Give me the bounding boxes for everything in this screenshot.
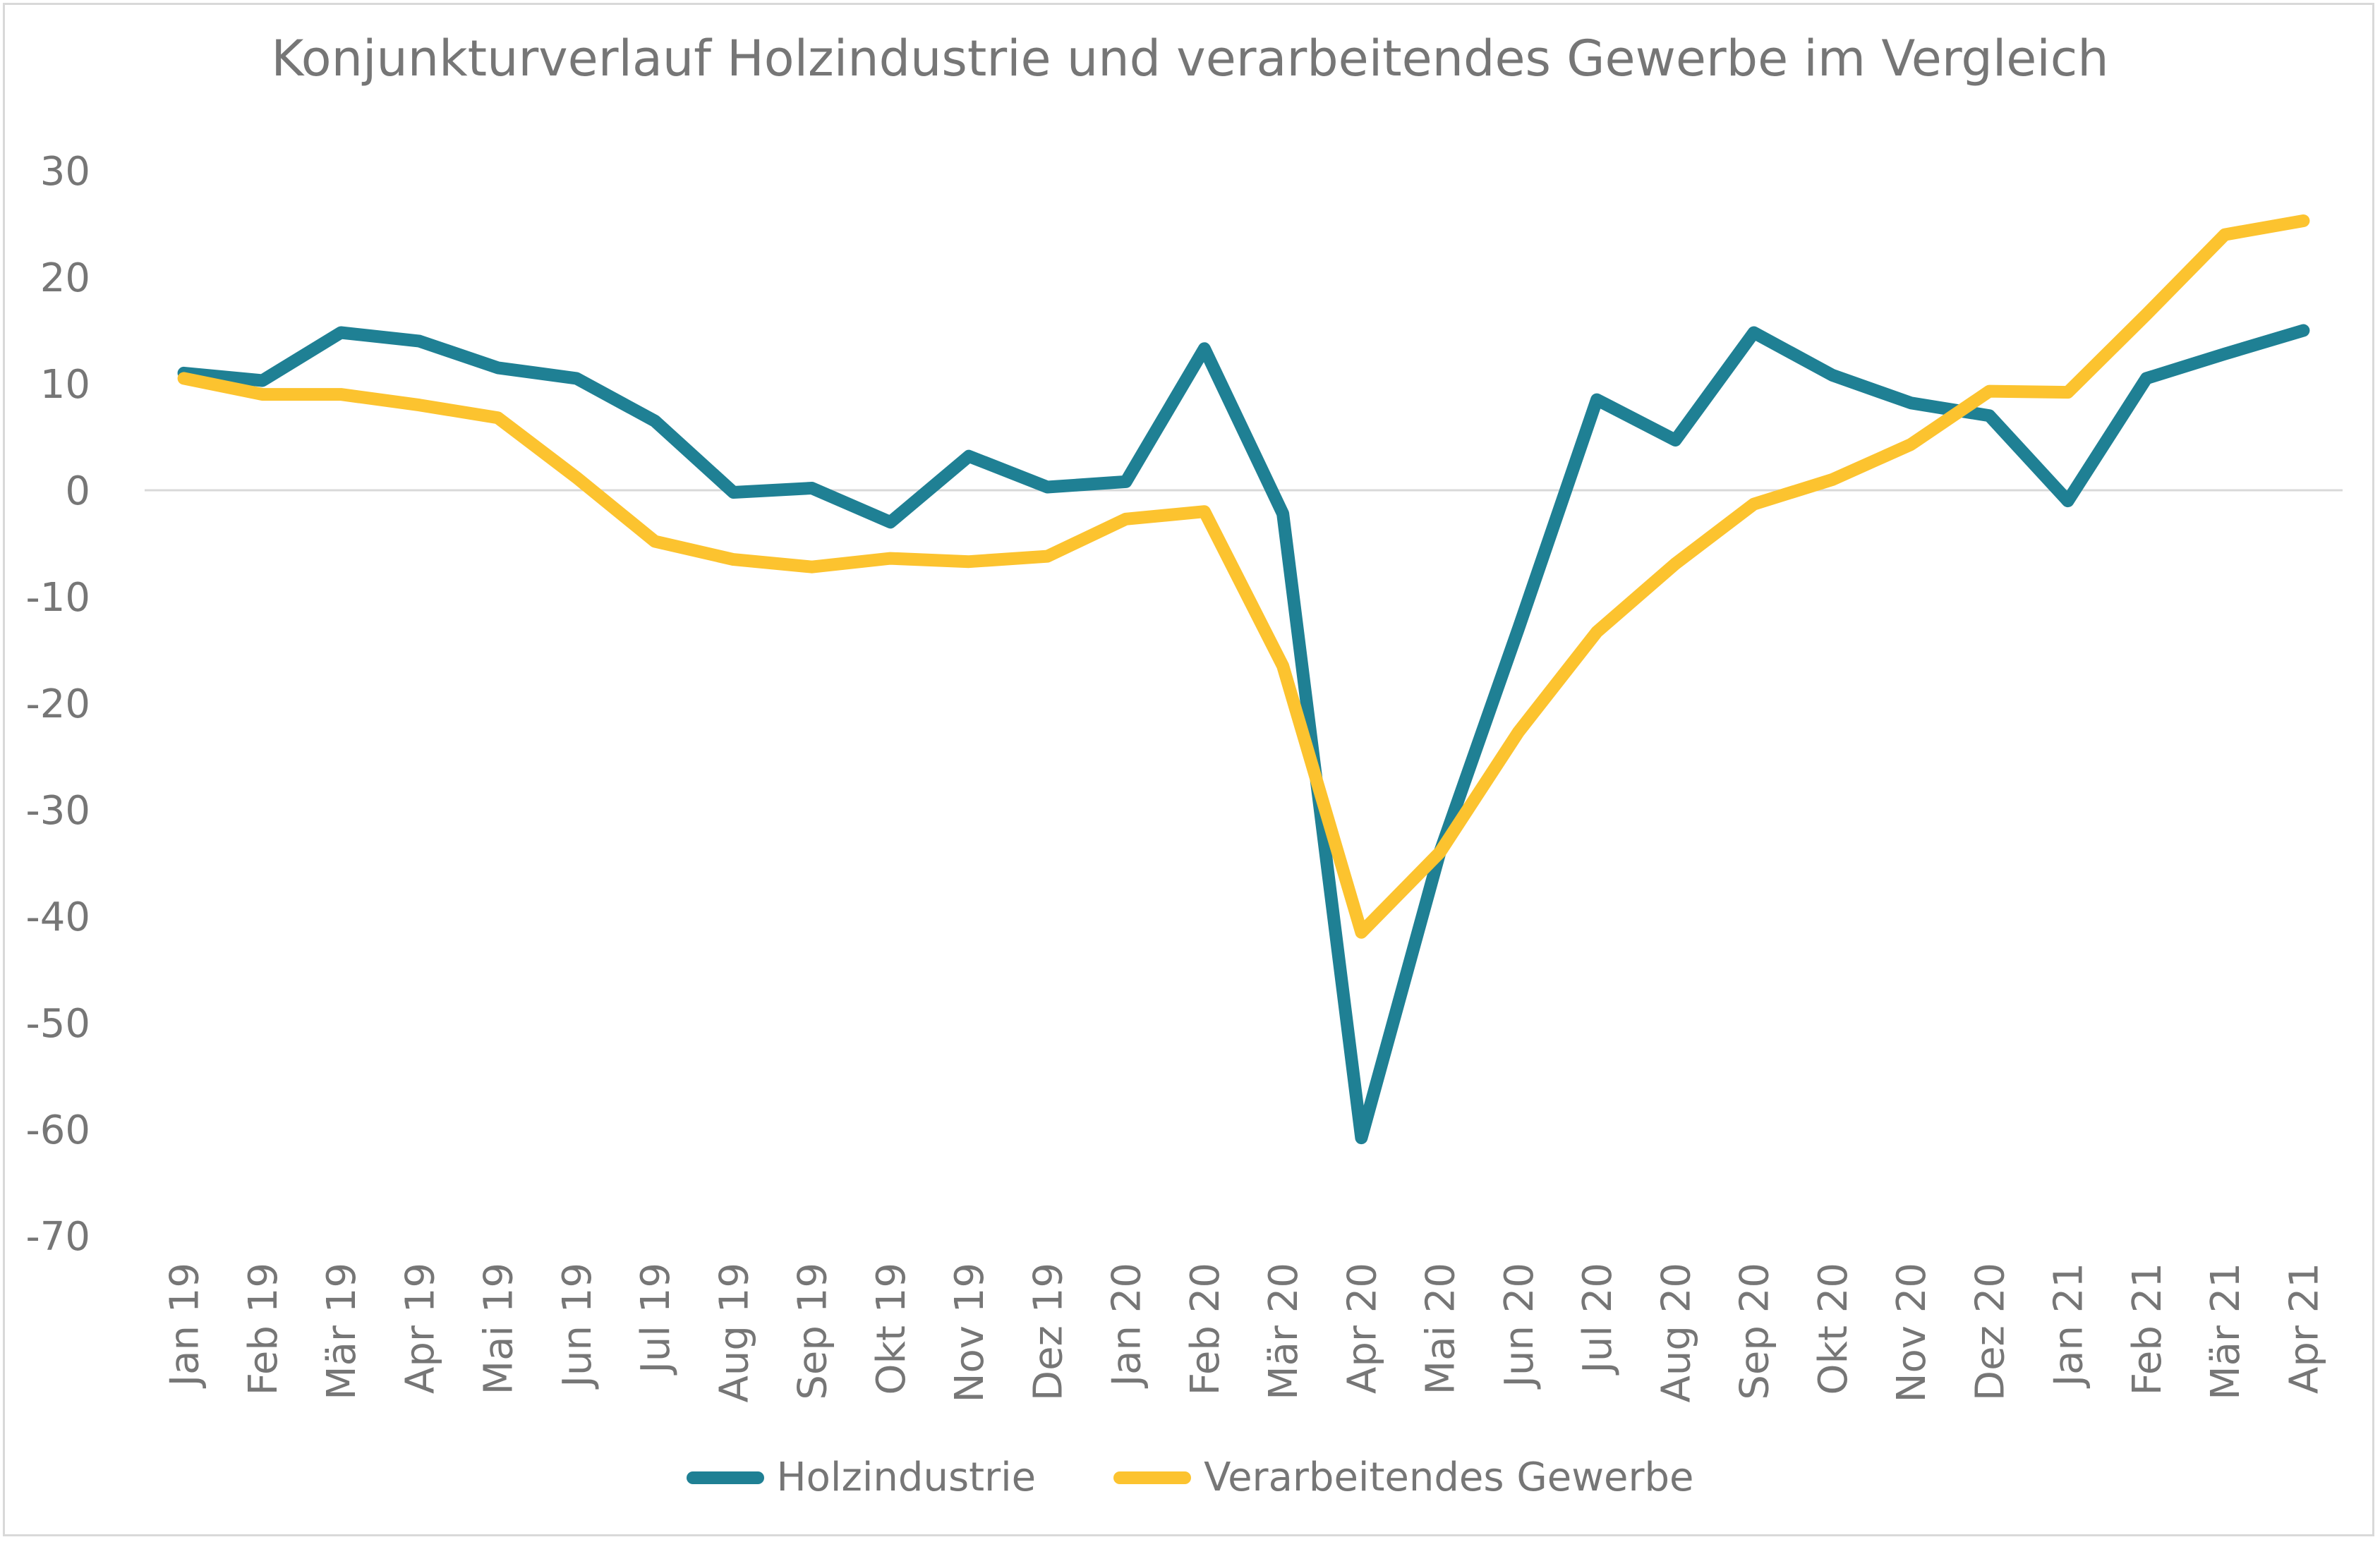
y-tick-label: 0 (65, 468, 90, 514)
y-tick-label: -10 (26, 575, 90, 621)
x-tick-label: Feb 20 (1183, 1263, 1228, 1395)
x-tick-label: Mär 21 (2203, 1263, 2249, 1400)
x-tick-label: Mär 20 (1261, 1263, 1307, 1400)
y-tick-label: 20 (40, 255, 90, 301)
x-tick-label: Feb 21 (2125, 1263, 2170, 1395)
y-tick-label: -60 (26, 1107, 90, 1153)
legend-item-holzindustrie[interactable]: Holzindustrie (686, 1455, 1037, 1500)
x-tick-label: Nov 20 (1889, 1263, 1935, 1402)
legend-label-verarbeitendes-gewerbe: Verarbeitendes Gewerbe (1204, 1455, 1694, 1500)
x-tick-label: Jul 19 (633, 1263, 679, 1376)
x-tick-label: Jul 20 (1575, 1263, 1621, 1376)
series-line-holzindustrie[interactable] (177, 324, 2310, 1145)
y-tick-label: -50 (26, 1001, 90, 1047)
x-tick-label: Jan 19 (162, 1263, 208, 1388)
y-tick-label: 10 (40, 362, 90, 408)
x-tick-label: Feb 19 (241, 1263, 286, 1395)
x-tick-label: Jan 21 (2046, 1263, 2092, 1388)
y-tick-label: -40 (26, 894, 90, 940)
chart-frame (3, 3, 2374, 1536)
y-axis: 30 20 10 0 -10 -20 -30 -40 -50 -60 -70 (26, 149, 90, 1260)
x-tick-label: Mär 19 (319, 1263, 365, 1400)
legend-swatch-holzindustrie (686, 1471, 764, 1484)
x-tick-label: Dez 20 (1967, 1263, 2013, 1401)
legend: Holzindustrie Verarbeitendes Gewerbe (0, 1455, 2380, 1500)
x-tick-label: Apr 20 (1339, 1263, 1385, 1394)
x-tick-label: Aug 20 (1653, 1263, 1699, 1402)
x-tick-label: Nov 19 (947, 1263, 993, 1402)
x-tick-label: Sep 19 (790, 1263, 836, 1400)
x-tick-label: Okt 19 (869, 1263, 914, 1395)
x-tick-label: Jun 20 (1497, 1263, 1542, 1390)
legend-label-holzindustrie: Holzindustrie (776, 1455, 1037, 1500)
series-lines (177, 214, 2310, 1145)
y-tick-label: -20 (26, 681, 90, 727)
x-tick-label: Okt 20 (1811, 1263, 1856, 1395)
x-tick-label: Aug 19 (711, 1263, 757, 1402)
series-line-verarbeitendes-gewerbe[interactable] (177, 214, 2310, 939)
x-tick-label: Mai 19 (476, 1263, 522, 1395)
x-tick-label: Mai 20 (1418, 1263, 1464, 1395)
x-tick-label: Apr 21 (2281, 1263, 2327, 1394)
x-tick-label: Dez 19 (1025, 1263, 1071, 1401)
x-axis: Jan 19 Feb 19 Mär 19 Apr 19 Mai 19 Jun 19 Jul … (162, 1263, 2328, 1402)
legend-swatch-verarbeitendes-gewerbe (1113, 1471, 1192, 1484)
x-tick-label: Jan 20 (1104, 1263, 1150, 1388)
x-tick-label: Jun 19 (555, 1263, 600, 1390)
legend-item-verarbeitendes-gewerbe[interactable]: Verarbeitendes Gewerbe (1113, 1455, 1693, 1500)
y-tick-label: -70 (26, 1214, 90, 1260)
y-tick-label: -30 (26, 788, 90, 834)
x-tick-label: Sep 20 (1732, 1263, 1778, 1400)
y-tick-label: 30 (40, 149, 90, 195)
chart-title: Konjunkturverlauf Holzindustrie und vera… (271, 30, 2109, 87)
x-tick-label: Apr 19 (397, 1263, 443, 1394)
